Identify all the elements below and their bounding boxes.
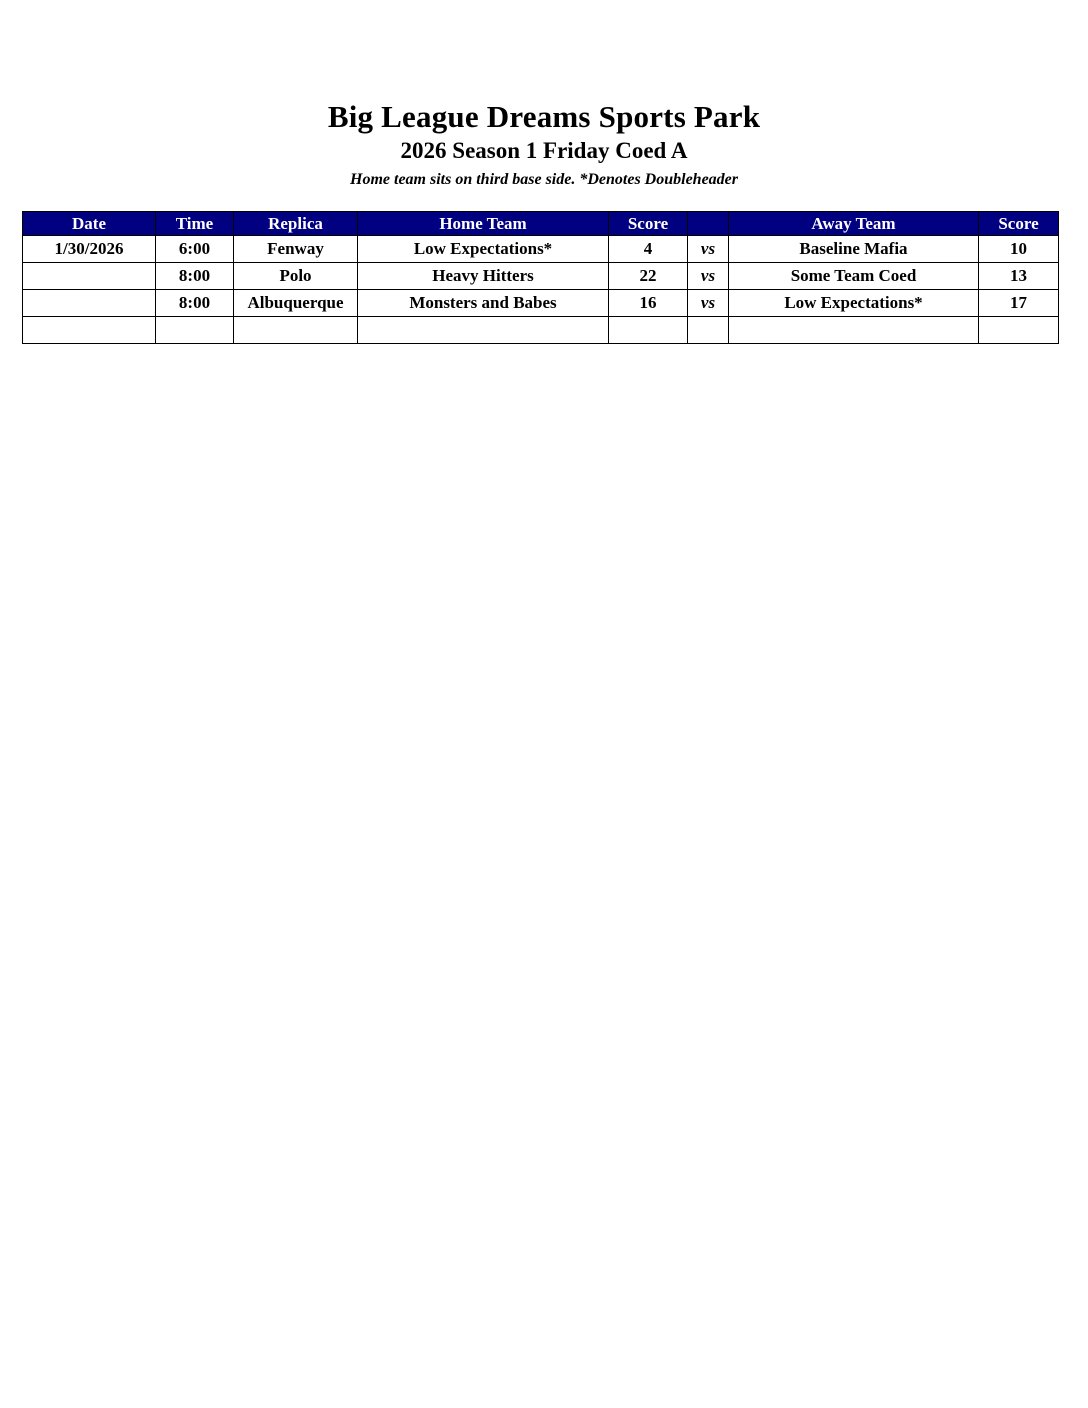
column-header-replica: Replica bbox=[233, 211, 358, 236]
cell-replica bbox=[233, 316, 358, 344]
page-heading: Big League Dreams Sports Park 2026 Seaso… bbox=[0, 98, 1088, 192]
schedule-table: Date Time Replica Home Team Score Away T… bbox=[22, 211, 1059, 344]
schedule-table-container: Date Time Replica Home Team Score Away T… bbox=[22, 211, 1059, 344]
cell-time bbox=[155, 316, 234, 344]
cell-away-score: 10 bbox=[978, 235, 1059, 263]
cell-home-score: 4 bbox=[608, 235, 688, 263]
cell-vs: vs bbox=[687, 262, 729, 290]
cell-time: 8:00 bbox=[155, 289, 234, 317]
table-footer-row bbox=[22, 316, 1059, 344]
cell-away-team: Baseline Mafia bbox=[728, 235, 979, 263]
table-row: 8:00 Polo Heavy Hitters 22 vs Some Team … bbox=[22, 262, 1059, 290]
cell-home-team: Low Expectations* bbox=[357, 235, 609, 263]
cell-away-score bbox=[978, 316, 1059, 344]
cell-date bbox=[22, 316, 156, 344]
cell-vs: vs bbox=[687, 289, 729, 317]
column-header-time: Time bbox=[155, 211, 234, 236]
cell-replica: Polo bbox=[233, 262, 358, 290]
cell-home-team bbox=[357, 316, 609, 344]
column-header-vs bbox=[687, 211, 729, 236]
cell-date: 1/30/2026 bbox=[22, 235, 156, 263]
cell-home-score: 22 bbox=[608, 262, 688, 290]
cell-time: 8:00 bbox=[155, 262, 234, 290]
table-header-row: Date Time Replica Home Team Score Away T… bbox=[22, 211, 1059, 236]
cell-home-score bbox=[608, 316, 688, 344]
column-header-home-team: Home Team bbox=[357, 211, 609, 236]
cell-vs: vs bbox=[687, 235, 729, 263]
cell-replica: Fenway bbox=[233, 235, 358, 263]
schedule-note: Home team sits on third base side. *Deno… bbox=[350, 171, 738, 188]
cell-away-score: 17 bbox=[978, 289, 1059, 317]
column-header-home-score: Score bbox=[608, 211, 688, 236]
cell-time: 6:00 bbox=[155, 235, 234, 263]
page-title: Big League Dreams Sports Park bbox=[327, 99, 761, 134]
column-header-away-score: Score bbox=[978, 211, 1059, 236]
cell-vs bbox=[687, 316, 729, 344]
cell-home-team: Heavy Hitters bbox=[357, 262, 609, 290]
cell-replica: Albuquerque bbox=[233, 289, 358, 317]
cell-date bbox=[22, 262, 156, 290]
cell-away-score: 13 bbox=[978, 262, 1059, 290]
cell-away-team: Some Team Coed bbox=[728, 262, 979, 290]
table-row: 8:00 Albuquerque Monsters and Babes 16 v… bbox=[22, 289, 1059, 317]
season-subtitle: 2026 Season 1 Friday Coed A bbox=[400, 138, 688, 163]
cell-date bbox=[22, 289, 156, 317]
cell-home-score: 16 bbox=[608, 289, 688, 317]
cell-away-team bbox=[728, 316, 979, 344]
column-header-date: Date bbox=[22, 211, 156, 236]
column-header-away-team: Away Team bbox=[728, 211, 979, 236]
table-row: 1/30/2026 6:00 Fenway Low Expectations* … bbox=[22, 235, 1059, 263]
cell-away-team: Low Expectations* bbox=[728, 289, 979, 317]
cell-home-team: Monsters and Babes bbox=[357, 289, 609, 317]
